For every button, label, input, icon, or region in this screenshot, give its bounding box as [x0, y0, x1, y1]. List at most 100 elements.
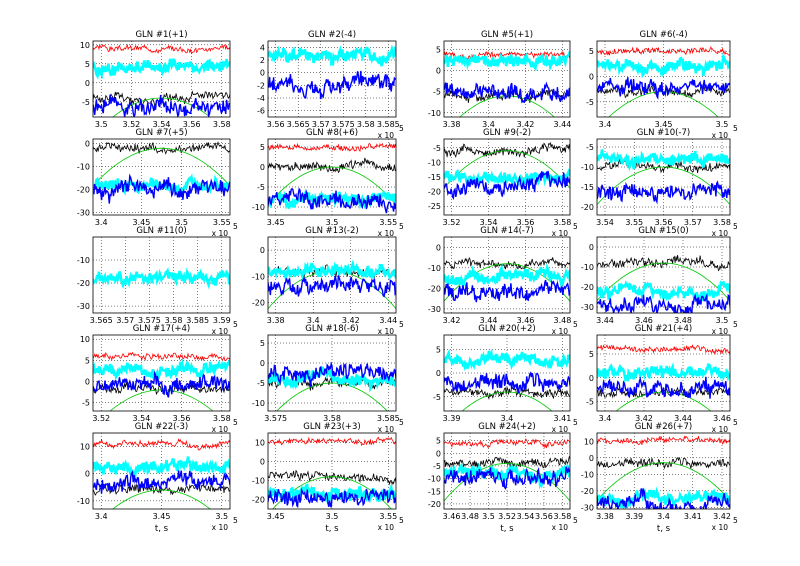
axis-multiplier: x 10 [712, 327, 729, 336]
series-blue [268, 70, 396, 100]
subplot-title: GLN #7(+5) [135, 128, 187, 138]
x-tick-label: 3.55 [213, 218, 231, 227]
x-tick-label: 3.585 [377, 120, 400, 129]
x-tick-label: 3.48 [461, 512, 479, 521]
x-tick-label: 3.56 [535, 512, 553, 521]
x-axis-label: t, s [500, 524, 514, 534]
subplot-17: 3.4 3.45 3.5 10 0 -10 GLN #22(-3) x 10 5 t, s [77, 422, 238, 534]
axes-box [92, 236, 231, 314]
axes-box [267, 40, 397, 118]
series-blue [93, 370, 230, 398]
y-tick-label: -15 [428, 173, 441, 182]
series-cyan [268, 259, 396, 281]
y-tick-label: 10 [80, 41, 90, 50]
y-tick-label: 4 [260, 43, 265, 52]
x-tick-label: 3.52 [443, 218, 461, 227]
x-tick-label: 3.585 [186, 316, 209, 325]
axes-box [596, 334, 731, 412]
x-tick-label: 3.38 [596, 512, 614, 521]
series-blue [268, 187, 396, 214]
x-tick-label: 3.4 [599, 120, 612, 129]
x-tick-label: 3.42 [342, 316, 360, 325]
axis-exponent: 5 [399, 516, 404, 525]
series-red [93, 351, 230, 362]
y-tick-label: -20 [581, 487, 594, 496]
subplot-title: GLN #20(+2) [478, 324, 535, 334]
series-black [93, 482, 230, 496]
x-tick-label: 3.54 [517, 512, 535, 521]
axes-box [92, 432, 231, 510]
subplot-3: 3.38 3.4 3.42 3.44 5 0 -5 -10 GLN #5(+1) [428, 30, 571, 129]
x-tick-label: 3.48 [674, 316, 692, 325]
x-axis-label: t, s [155, 524, 169, 534]
x-tick-label: 3.45 [655, 120, 673, 129]
series-green [608, 91, 719, 117]
x-tick-label: 3.44 [596, 316, 614, 325]
x-tick-label: 3.41 [684, 512, 702, 521]
y-tick-label: -20 [252, 299, 265, 308]
y-tick-label: -10 [428, 475, 441, 484]
x-tick-label: 3.5 [716, 316, 729, 325]
series-cyan [268, 44, 396, 67]
y-tick-label: -30 [77, 209, 90, 218]
series-blue [444, 279, 570, 303]
x-tick-label: 3.55 [379, 512, 397, 521]
x-tick-label: 3.5 [482, 512, 495, 521]
y-tick-label: -5 [257, 379, 265, 388]
series-green [597, 462, 730, 501]
axis-exponent: 5 [399, 124, 404, 133]
x-tick-label: 3.38 [267, 316, 285, 325]
x-tick-label: 3.58 [323, 414, 341, 423]
axes-box [596, 236, 731, 314]
x-tick-label: 3.58 [554, 512, 572, 521]
y-tick-label: -5 [257, 183, 265, 192]
y-tick-label: -20 [428, 188, 441, 197]
y-tick-label: -5 [433, 88, 441, 97]
axis-exponent: 5 [733, 222, 738, 231]
y-tick-label: -10 [252, 477, 265, 486]
y-tick-label: -10 [252, 399, 265, 408]
series-red [444, 438, 570, 449]
x-tick-label: 3.5 [95, 120, 108, 129]
series-green [276, 382, 388, 411]
y-tick-label: 5 [589, 350, 594, 359]
x-axis-label: t, s [325, 524, 339, 534]
y-tick-label: 0 [260, 163, 265, 172]
y-tick-label: 5 [436, 437, 441, 446]
x-tick-label: 3.56 [517, 218, 535, 227]
y-tick-label: -15 [428, 487, 441, 496]
y-tick-label: -10 [77, 497, 90, 506]
x-axis-label: t, s [657, 524, 671, 534]
axis-multiplier: x 10 [712, 229, 729, 238]
axis-exponent: 5 [573, 418, 578, 427]
x-tick-label: 3.56 [655, 218, 673, 227]
axis-multiplier: x 10 [712, 523, 729, 532]
subplot-18: 3.45 3.5 3.55 10 0 -10 -20 GLN #23(+3) x 10 5 t, s [252, 422, 404, 534]
x-tick-label: 3.56 [183, 120, 201, 129]
series-blue [444, 170, 570, 201]
series-black [444, 257, 570, 270]
x-tick-label: 3.57 [684, 218, 702, 227]
subplot-title: GLN #17(+4) [133, 324, 190, 334]
subplot-title: GLN #21(+4) [635, 324, 692, 334]
y-tick-label: -20 [428, 500, 441, 509]
series-cyan [444, 262, 570, 290]
x-tick-label: 3.4 [599, 414, 612, 423]
series-red [93, 43, 230, 55]
y-tick-label: 2 [260, 56, 265, 65]
y-tick-label: -10 [581, 163, 594, 172]
x-tick-label: 3.39 [443, 414, 461, 423]
axes-box [92, 334, 231, 412]
series-green [444, 150, 570, 189]
subplot-10: 3.38 3.4 3.42 3.44 0 -10 -20 GLN #13(-2) x 10 5 [252, 226, 404, 336]
series-green [597, 262, 730, 301]
y-tick-label: -30 [428, 305, 441, 314]
subplot-title: GLN #14(-7) [480, 226, 533, 236]
x-tick-label: 3.5 [326, 218, 339, 227]
x-tick-label: 3.5 [716, 120, 729, 129]
subplot-19: 3.46 3.48 3.5 3.52 3.54 3.56 3.5850-5-10-15-20… [428, 422, 578, 534]
series-cyan [597, 52, 730, 79]
